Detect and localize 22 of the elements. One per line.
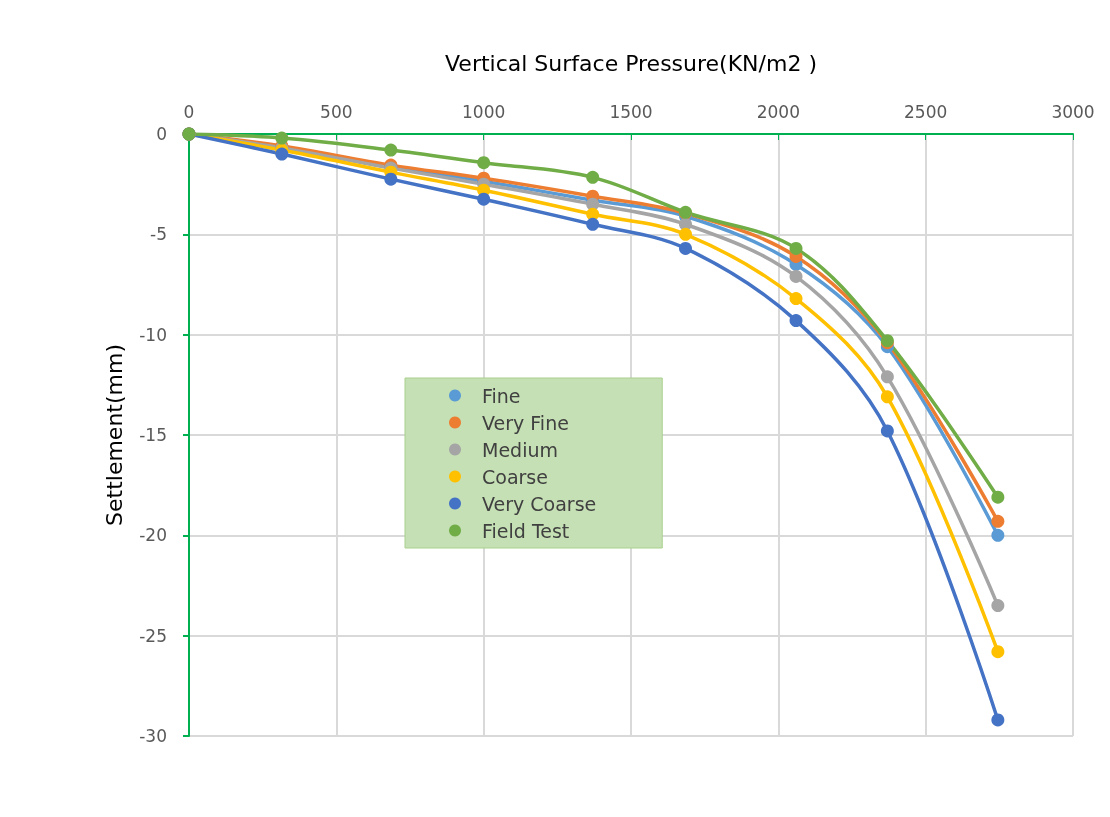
legend-label: Very Coarse — [482, 492, 597, 515]
y-axis-title: Settlement(mm) — [101, 344, 127, 526]
y-tick-label: -20 — [139, 525, 167, 546]
x-tick-label: 1500 — [609, 101, 653, 122]
x-tick-label: 2500 — [904, 101, 948, 122]
x-tick-label: 0 — [183, 101, 195, 122]
y-tick-label: -15 — [139, 425, 167, 445]
legend-label: Coarse — [482, 465, 548, 488]
x-tick-label: 2000 — [756, 101, 800, 122]
x-tick-label: 3000 — [1051, 101, 1095, 122]
y-tick-label: 0 — [156, 124, 167, 144]
y-tick-label: -5 — [150, 224, 167, 245]
legend-label: Very Fine — [482, 411, 569, 434]
y-tick-label: -30 — [139, 726, 167, 746]
x-axis-title: Vertical Surface Pressure(KN/m2 ) — [445, 50, 817, 76]
legend-label: Field Test — [482, 519, 570, 542]
legend-label: Fine — [482, 384, 521, 407]
y-tick-label: -25 — [139, 625, 167, 646]
y-tick-label: -10 — [139, 324, 167, 345]
x-tick-label: 1000 — [462, 101, 506, 122]
x-tick-label: 500 — [320, 101, 353, 122]
legend-label: Medium — [482, 438, 558, 461]
